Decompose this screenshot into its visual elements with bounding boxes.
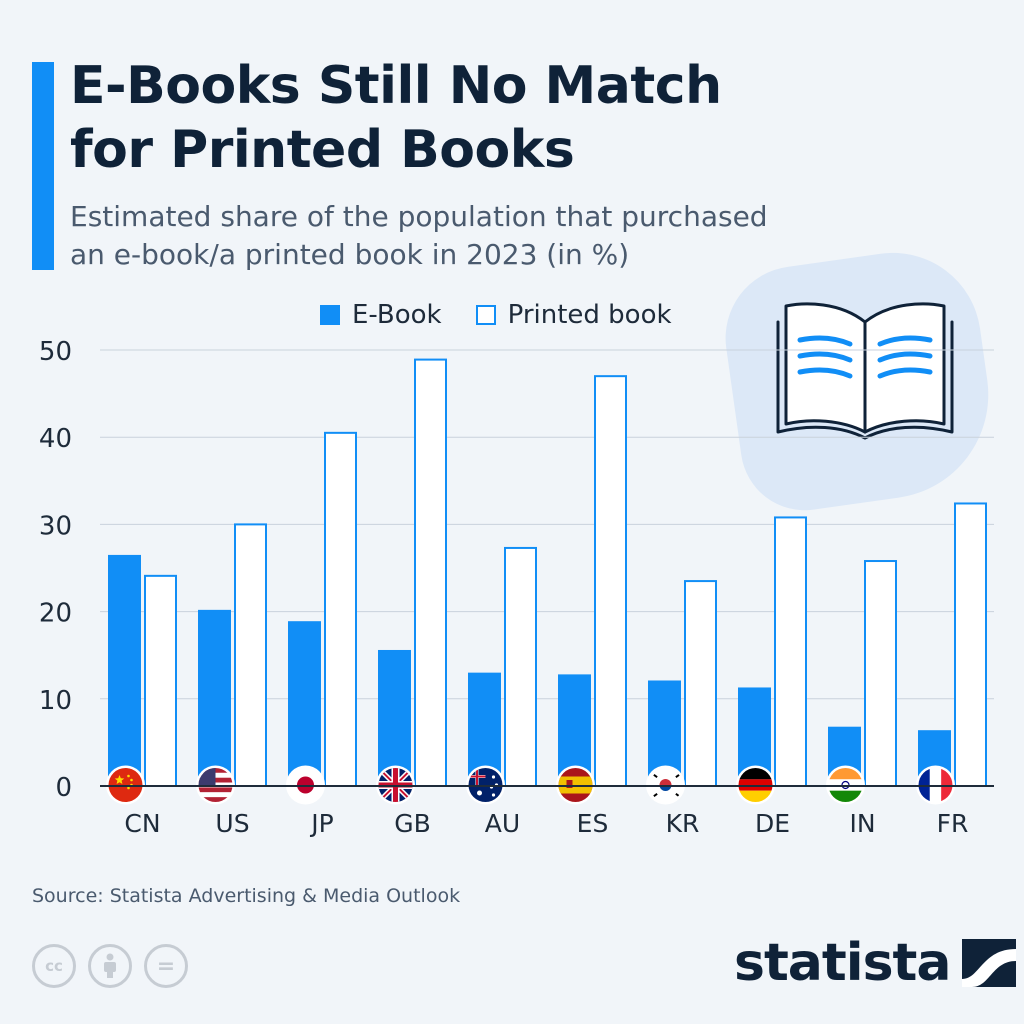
legend-item-ebook: E-Book [320,300,442,330]
x-tick-label: US [215,809,249,838]
creative-commons-icon: cc [32,944,76,988]
x-tick-label: CN [124,809,160,838]
statista-logo-icon [962,939,1017,987]
attribution-icon [88,944,132,988]
bar-ebook [108,554,141,786]
no-derivatives-icon: = [144,944,188,988]
y-tick-label: 40 [39,424,72,454]
license-icons: cc = [32,944,188,988]
bar-ebook [378,649,411,786]
x-tick-label: DE [755,809,790,838]
x-tick-label: ES [577,809,609,838]
y-tick-label: 30 [39,511,72,541]
bar-ebook [288,621,321,786]
x-tick-label: AU [485,809,520,838]
x-tick-label: GB [394,809,431,838]
chart-title: E-Books Still No Match for Printed Books [70,54,770,182]
bar-ebook [198,609,231,786]
legend-swatch-printed [475,305,496,325]
subtitle-line-2: an e-book/a printed book in 2023 (in %) [70,238,630,271]
legend-label-printed: Printed book [507,300,672,330]
bar-printed [144,574,177,787]
bar-printed [864,560,897,787]
x-tick-label: KR [666,809,700,838]
bar-printed [504,546,537,787]
subtitle-line-1: Estimated share of the population that p… [70,200,768,233]
brand-name: statista [734,933,951,993]
chart-subtitle: Estimated share of the population that p… [70,198,890,274]
legend-swatch-ebook [320,305,340,325]
bar-printed [324,431,357,787]
chart-legend: E-Book Printed book [320,298,672,332]
bar-chart: 0 10 20 30 40 50 CN US JP GB AU ES KR DE IN FR [39,337,994,838]
title-line-2: for Printed Books [70,120,575,180]
statista-logo: statista [734,933,1017,993]
x-tick-label: IN [849,809,875,838]
bar-printed [774,516,807,787]
bar-printed [234,523,267,787]
y-tick-label: 20 [39,599,72,629]
y-tick-label: 0 [55,773,72,803]
legend-label-ebook: E-Book [352,300,442,330]
bar-printed [594,375,627,787]
y-tick-label: 10 [39,686,72,716]
legend-item-printed: Printed book [475,300,672,330]
y-tick-label: 50 [39,337,72,367]
title-line-1: E-Books Still No Match [70,56,722,116]
bar-printed [954,502,987,788]
bar-printed [414,358,447,787]
open-book-icon [776,302,954,440]
x-tick-label: FR [937,809,969,838]
bar-printed [684,580,717,787]
x-tick-label: JP [309,809,333,838]
source-note: Source: Statista Advertising & Media Out… [32,885,461,907]
title-accent-bar [32,62,54,270]
